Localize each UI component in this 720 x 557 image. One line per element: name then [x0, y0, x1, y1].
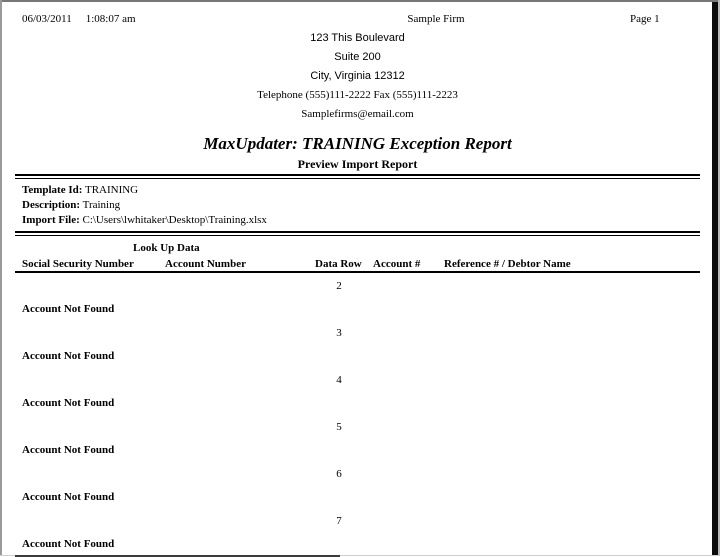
lookup-data-group-header: Look Up Data [133, 242, 200, 254]
row-status: Account Not Found [22, 538, 115, 550]
page-shadow [712, 2, 718, 556]
report-title: MaxUpdater: TRAINING Exception Report [203, 134, 512, 153]
data-row-number: 7 [336, 515, 342, 527]
import-file-value: C:\Users\lwhitaker\Desktop\Training.xlsx [82, 214, 267, 226]
table-row: 7 Account Not Found [15, 508, 700, 555]
firm-email: Samplefirms@email.com [301, 108, 414, 120]
row-status: Account Not Found [22, 491, 115, 503]
window-border-left [0, 0, 2, 556]
description-line: Description: Training [22, 198, 700, 213]
window-border-top [0, 0, 720, 2]
report-time: 1:08:07 am [85, 13, 136, 25]
data-row-number: 3 [336, 327, 342, 339]
row-status: Account Not Found [22, 303, 115, 315]
report-date: 06/03/2011 [22, 13, 72, 25]
column-header-reference-debtor: Reference # / Debtor Name [444, 258, 571, 270]
firm-address-line3: City, Virginia 12312 [310, 70, 405, 82]
page-header: 06/03/2011 1:08:07 am Sample Firm Page 1 [15, 12, 700, 26]
table-column-headers: Social Security Number Account Number Da… [15, 257, 700, 270]
table-row: 4 Account Not Found [15, 367, 700, 414]
window-border-right [718, 0, 720, 556]
header-underline [15, 271, 700, 273]
row-status: Account Not Found [22, 444, 115, 456]
column-header-ssn: Social Security Number [22, 258, 134, 270]
page-number: Page 1 [630, 13, 660, 25]
template-id-label: Template Id: [22, 184, 83, 196]
report-datetime: 06/03/2011 1:08:07 am [15, 12, 242, 26]
description-label: Description: [22, 199, 81, 211]
divider-double-bottom [15, 231, 700, 236]
table-row: 6 Account Not Found [15, 461, 700, 508]
template-info-block: Template Id: TRAINING Description: Train… [15, 183, 700, 228]
row-status: Account Not Found [22, 397, 115, 409]
table-row: 5 Account Not Found [15, 414, 700, 461]
column-header-account-number: Account Number [165, 258, 246, 270]
report-page: 06/03/2011 1:08:07 am Sample Firm Page 1 … [15, 12, 700, 557]
report-subtitle: Preview Import Report [297, 157, 418, 171]
description-value: Training [82, 199, 121, 211]
data-row-number: 2 [336, 280, 342, 292]
table-row: 3 Account Not Found [15, 320, 700, 367]
table-row: 2 Account Not Found [15, 273, 700, 320]
firm-phone-fax: Telephone (555)111-2222 Fax (555)111-222… [257, 89, 458, 101]
import-file-line: Import File: C:\Users\lwhitaker\Desktop\… [22, 213, 700, 228]
data-row-number: 6 [336, 468, 342, 480]
firm-address-line2: Suite 200 [334, 51, 381, 63]
row-status: Account Not Found [22, 350, 115, 362]
data-row-number: 4 [336, 374, 342, 386]
template-id-value: TRAINING [84, 184, 139, 196]
firm-address-line1: 123 This Boulevard [310, 32, 405, 44]
column-header-account: Account # [373, 258, 421, 270]
data-row-number: 5 [336, 421, 342, 433]
exception-rows: 2 Account Not Found 3 Account Not Found … [15, 273, 700, 555]
import-file-label: Import File: [22, 214, 80, 226]
firm-name: Sample Firm [407, 13, 465, 25]
template-id-line: Template Id: TRAINING [22, 183, 700, 198]
divider-double-top [15, 174, 700, 179]
column-header-data-row: Data Row [315, 258, 362, 270]
